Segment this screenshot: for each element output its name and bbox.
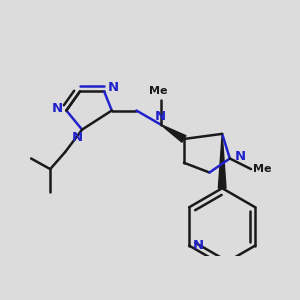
- Text: N: N: [155, 110, 166, 122]
- Polygon shape: [160, 124, 186, 142]
- Text: N: N: [51, 102, 63, 115]
- Polygon shape: [218, 134, 226, 188]
- Text: N: N: [108, 81, 119, 94]
- Text: Me: Me: [149, 85, 168, 96]
- Text: N: N: [235, 150, 246, 163]
- Text: N: N: [71, 131, 82, 144]
- Text: Me: Me: [253, 164, 272, 174]
- Text: N: N: [193, 239, 204, 252]
